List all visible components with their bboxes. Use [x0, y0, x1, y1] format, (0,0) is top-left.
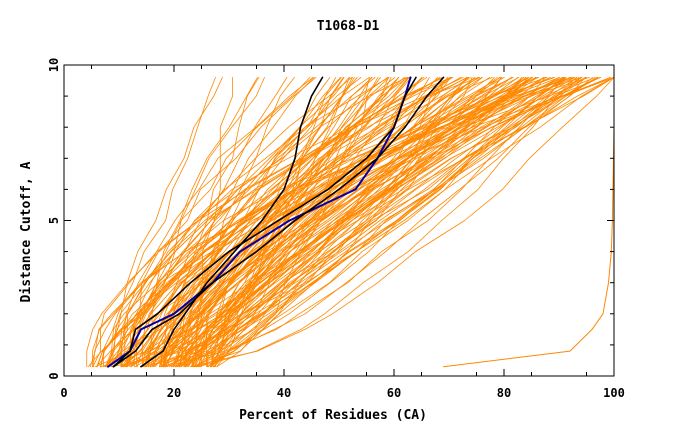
background-model-line [152, 77, 260, 368]
background-model-line [170, 77, 587, 368]
background-model-line [190, 77, 615, 368]
background-model-line [211, 77, 602, 368]
x-tick-label: 100 [603, 386, 625, 400]
background-model-line [208, 77, 565, 368]
background-model-line [210, 77, 370, 368]
background-model-line [106, 77, 408, 368]
y-tick-label: 5 [47, 217, 61, 224]
background-model-line [121, 77, 399, 368]
x-tick-label: 60 [387, 386, 401, 400]
x-tick-label: 20 [167, 386, 181, 400]
x-tick-label: 80 [497, 386, 511, 400]
background-model-line [172, 77, 578, 368]
background-model-line [105, 77, 288, 368]
background-model-line [215, 77, 532, 368]
background-model-line [149, 77, 593, 368]
x-tick-label: 0 [60, 386, 67, 400]
background-model-line [185, 77, 615, 368]
background-model-line [105, 77, 539, 368]
background-model-line [104, 77, 342, 368]
background-model-line [209, 77, 588, 368]
background-model-line [92, 77, 453, 368]
background-model-line [207, 77, 565, 368]
background-model-line [160, 77, 567, 368]
background-model-line [162, 77, 545, 368]
x-axis-label: Percent of Residues (CA) [239, 408, 427, 423]
background-model-line [198, 77, 577, 368]
background-model-line [126, 77, 572, 368]
background-model-line [183, 77, 519, 368]
background-model-line [93, 77, 590, 368]
y-axis-label: Distance Cutoff, A [19, 161, 34, 302]
y-tick-label: 0 [47, 372, 61, 379]
black-highlight-line-3 [140, 76, 324, 368]
background-model-line [86, 77, 464, 368]
chart-title: T1068-D1 [317, 19, 380, 34]
background-model-line [129, 77, 573, 368]
background-model-line [164, 77, 611, 368]
background-model-line [164, 77, 428, 368]
background-model-line [99, 77, 451, 368]
background-model-line [96, 77, 216, 368]
background-model-line [112, 77, 479, 368]
tick-layer: 0 20 40 60 80 100 0 5 10 [47, 58, 625, 400]
background-model-line [163, 77, 596, 368]
background-model-line [136, 77, 353, 368]
background-model-line [124, 77, 388, 368]
background-model-line [162, 77, 493, 368]
background-model-line [165, 77, 502, 368]
background-model-line [210, 77, 565, 368]
background-model-line [150, 77, 560, 368]
background-model-line [199, 77, 567, 368]
background-model-line [145, 77, 615, 368]
black-highlight-line-2 [112, 76, 445, 368]
background-model-line [121, 77, 583, 368]
background-model-line [92, 77, 548, 368]
y-tick-label: 10 [47, 58, 61, 72]
series-layer [86, 76, 615, 368]
black-highlight-line-4 [112, 76, 417, 368]
background-model-line [198, 77, 611, 368]
background-model-line [184, 77, 615, 368]
background-model-line [216, 77, 379, 368]
background-model-line [121, 77, 389, 368]
background-model-line [108, 77, 350, 368]
background-model-line [130, 77, 582, 368]
background-model-line [108, 77, 376, 368]
background-model-line [196, 77, 599, 368]
background-model-line [214, 77, 476, 368]
x-tick-label: 40 [277, 386, 291, 400]
background-model-line [183, 77, 451, 368]
background-model-line [168, 77, 491, 368]
background-model-line [193, 77, 586, 368]
background-model-line [110, 77, 615, 368]
background-model-line [164, 77, 565, 368]
